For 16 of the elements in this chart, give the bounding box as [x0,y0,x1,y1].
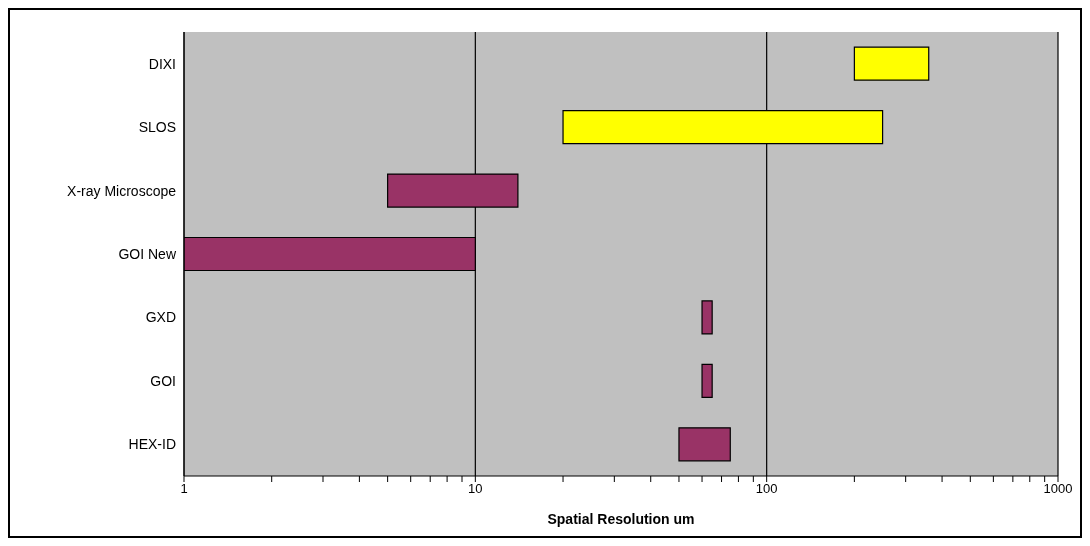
y-tick-label: DIXI [148,55,176,72]
y-tick-label: GOI [150,372,176,389]
x-tick-label: 1000 [1043,481,1073,497]
y-tick-label: X-ray Microscope [67,182,177,199]
x-axis-title: Spatial Resolution um [547,511,695,527]
bar [701,363,713,398]
bar [853,46,930,81]
y-tick-label: GXD [145,309,176,326]
y-tick-label: HEX-ID [128,436,176,453]
bar [701,300,713,335]
y-tick-label: SLOS [138,119,176,136]
y-tick-label: GOI New [118,245,177,262]
x-tick-label: 10 [468,481,483,497]
bar [678,427,731,462]
x-tick-label: 1 [180,481,188,497]
x-tick-label: 100 [755,481,778,497]
